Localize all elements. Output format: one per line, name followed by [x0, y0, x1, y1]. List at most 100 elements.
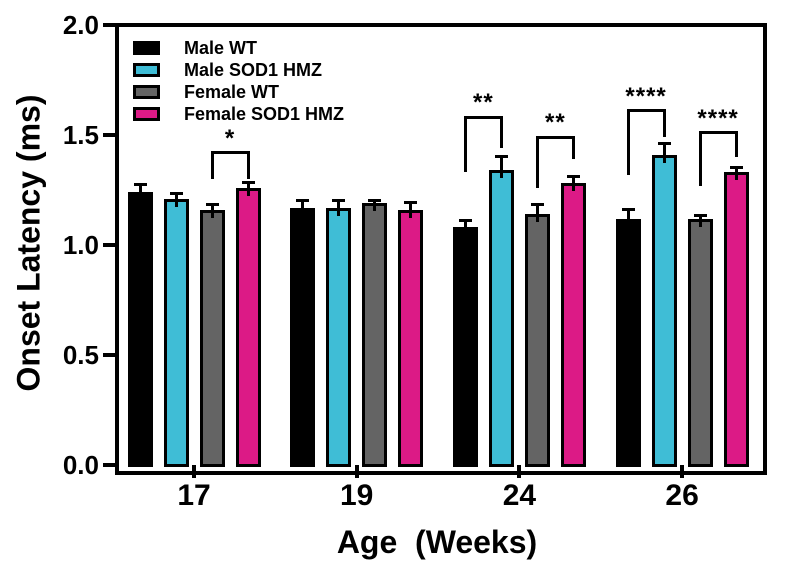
significance-bracket-right-leg — [662, 109, 666, 138]
significance-bracket-left-leg — [626, 109, 630, 175]
error-bar-cap — [657, 141, 671, 145]
y-axis-tick-label: 0.5 — [62, 340, 99, 370]
y-axis-tick — [103, 23, 115, 27]
bar-female-sod1-hmz-week-24 — [560, 183, 586, 467]
error-bar-stem — [662, 141, 666, 163]
bar-female-sod1-hmz-week-17 — [235, 187, 261, 467]
error-bar-cap — [621, 207, 635, 211]
error-bar-stem — [337, 198, 341, 216]
legend-label: Male WT — [184, 38, 258, 58]
x-axis-tick — [192, 465, 196, 478]
error-bar-cap — [566, 174, 580, 178]
significance-stars: * — [224, 124, 236, 152]
legend-swatch-icon — [133, 63, 160, 77]
legend-item-male-wt: Male WT — [133, 37, 344, 59]
significance-bracket-right-leg — [571, 135, 575, 160]
bar-male-sod1-hmz-week-19 — [326, 207, 352, 467]
legend-label: Female SOD1 HMZ — [184, 104, 345, 124]
error-bar-stem — [499, 154, 503, 179]
error-bar-stem — [463, 218, 467, 236]
legend-swatch-icon — [133, 107, 160, 121]
error-bar-stem — [210, 203, 214, 218]
error-bar-cap — [494, 154, 508, 158]
legend-label: Male SOD1 HMZ — [184, 60, 323, 80]
legend-item-female-sod1-hmz: Female SOD1 HMZ — [133, 103, 344, 125]
bar-male-wt-week-26 — [615, 218, 641, 467]
error-bar-cap — [241, 181, 255, 185]
bar-male-sod1-hmz-week-26 — [651, 154, 677, 467]
legend-swatch-icon — [133, 41, 160, 55]
error-bar-cap — [404, 201, 418, 204]
bar-male-wt-week-24 — [452, 227, 478, 467]
x-axis-tick — [354, 465, 359, 478]
legend-label: Female WT — [184, 82, 280, 102]
y-axis-tick — [103, 243, 115, 247]
significance-bracket-line — [535, 135, 575, 139]
bar-female-wt-week-17 — [199, 209, 225, 467]
y-axis-tick-label: 1.0 — [62, 230, 99, 260]
error-bar-stem — [138, 183, 142, 201]
significance-bracket-line — [626, 109, 666, 113]
error-bar-stem — [409, 201, 413, 218]
error-bar-stem — [535, 203, 539, 223]
error-bar-stem — [626, 207, 630, 227]
y-axis-tick — [103, 133, 115, 137]
bar-male-sod1-hmz-week-24 — [488, 170, 514, 467]
legend-item-female-wt: Female WT — [133, 81, 344, 103]
error-bar-cap — [530, 203, 544, 207]
bar-female-wt-week-19 — [362, 203, 388, 467]
x-axis-tick-label: 19 — [340, 479, 374, 512]
error-bar-stem — [373, 198, 377, 212]
y-axis-tick-label: 2.0 — [62, 10, 99, 40]
error-bar-cap — [205, 203, 219, 207]
error-bar-stem — [734, 165, 738, 181]
y-axis-tick-label: 1.5 — [62, 120, 99, 150]
error-bar-stem — [246, 181, 250, 196]
x-axis-title: Age (Weeks) — [336, 524, 538, 560]
significance-bracket-right-leg — [734, 131, 738, 157]
significance-bracket-left-leg — [463, 115, 467, 173]
significance-stars: ** — [545, 109, 566, 137]
x-axis-tick-label: 26 — [665, 479, 699, 512]
significance-bracket-left-leg — [210, 151, 214, 179]
error-bar-cap — [169, 192, 183, 196]
significance-bracket-line — [463, 115, 503, 119]
legend-swatch-icon — [133, 85, 160, 99]
significance-stars: ** — [473, 89, 494, 117]
error-bar-cap — [368, 198, 382, 202]
bar-male-sod1-hmz-week-17 — [163, 198, 189, 467]
y-axis-tick — [103, 463, 115, 467]
significance-bracket-right-leg — [499, 115, 503, 149]
error-bar-cap — [458, 218, 472, 222]
bar-male-wt-week-17 — [127, 192, 153, 467]
legend-item-male-sod1-hmz: Male SOD1 HMZ — [133, 59, 344, 81]
bar-male-wt-week-19 — [290, 207, 316, 467]
bar-female-sod1-hmz-week-26 — [723, 172, 749, 467]
significance-bracket-line — [210, 151, 250, 155]
bar-female-wt-week-26 — [687, 218, 713, 467]
x-axis-tick — [517, 465, 522, 478]
significance-bracket-right-leg — [246, 151, 250, 179]
error-bar-cap — [133, 183, 147, 187]
significance-stars: **** — [625, 82, 667, 110]
error-bar-stem — [698, 214, 702, 227]
error-bar-cap — [693, 214, 707, 218]
y-axis-tick — [103, 353, 115, 357]
significance-bracket-left-leg — [698, 131, 702, 186]
bar-female-sod1-hmz-week-19 — [398, 209, 424, 467]
significance-stars: **** — [697, 104, 739, 132]
x-axis-tick-label: 17 — [177, 479, 211, 512]
error-bar-cap — [332, 198, 346, 202]
y-axis-tick-label: 0.0 — [62, 450, 99, 480]
error-bar-stem — [301, 198, 305, 216]
error-bar-stem — [571, 174, 575, 192]
chart-legend: Male WT Male SOD1 HMZ Female WT Female SOD1… — [133, 37, 344, 125]
error-bar-cap — [296, 198, 310, 202]
x-axis-tick-label: 24 — [502, 479, 537, 512]
significance-bracket-line — [698, 131, 738, 135]
x-axis-tick — [680, 465, 685, 478]
significance-bracket-left-leg — [535, 135, 539, 188]
error-bar-cap — [729, 165, 743, 169]
error-bar-stem — [174, 192, 178, 207]
